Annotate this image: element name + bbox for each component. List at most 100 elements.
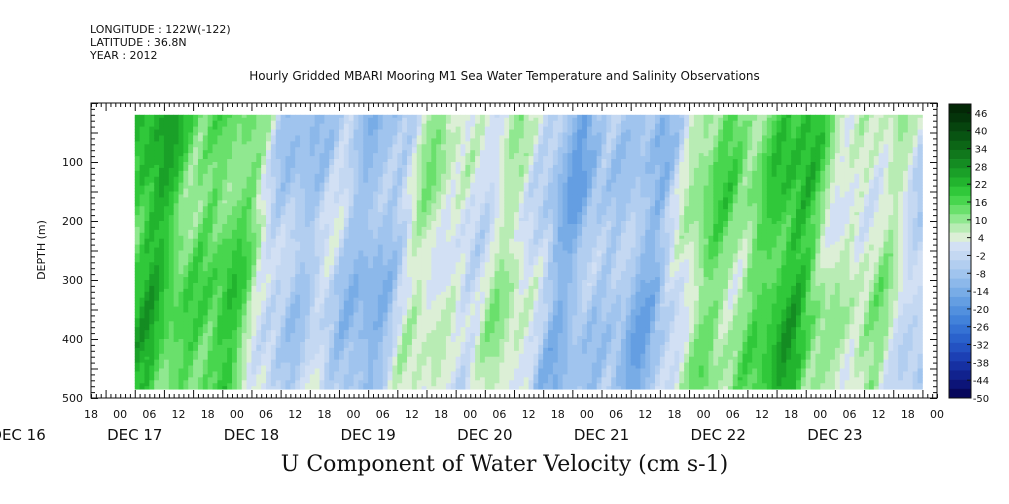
colorbar-swatch	[949, 149, 971, 160]
x-tick-label: 12	[172, 408, 186, 421]
x-tick-label: 00	[580, 408, 594, 421]
y-tick-label: 200	[62, 215, 83, 228]
colorbar-swatch	[949, 352, 971, 362]
colorbar-label: -8	[976, 269, 986, 280]
x-day-label: DEC 22	[691, 426, 746, 444]
x-tick-label: 00	[347, 408, 361, 421]
colorbar-label: -38	[973, 358, 989, 369]
x-tick-label: 06	[609, 408, 623, 421]
colorbar-swatch	[949, 140, 971, 151]
colorbar-swatch	[949, 260, 971, 270]
x-tick-label: 06	[726, 408, 740, 421]
x-day-label: DEC 17	[107, 426, 162, 444]
colorbar-label: 46	[975, 109, 988, 120]
chart-title: Hourly Gridded MBARI Mooring M1 Sea Wate…	[249, 69, 760, 83]
colorbar-label: -32	[973, 341, 989, 352]
latitude-label: LATITUDE : 36.8N	[90, 36, 187, 49]
x-tick-label: 18	[434, 408, 448, 421]
axes: 18 00 06 12 18 00 06 12 18 00 06 12 18 00 06 12 18 00 06 12…	[0, 102, 944, 444]
colorbar-swatch	[949, 168, 971, 178]
x-tick-label: 00	[113, 408, 127, 421]
x-tick-label: 00	[813, 408, 827, 421]
x-day-label: DEC 23	[807, 426, 862, 444]
x-tick-label: 12	[288, 408, 302, 421]
colorbar-swatch	[949, 333, 971, 344]
colorbar-label: 16	[975, 198, 988, 209]
x-tick-label: 12	[522, 408, 536, 421]
x-tick-label: 06	[259, 408, 273, 421]
colorbar-swatch	[949, 324, 971, 334]
colorbar-label: -20	[973, 305, 989, 316]
colorbar-label: 34	[975, 145, 988, 156]
colorbar-label: 40	[975, 127, 988, 138]
colorbar-swatch	[949, 296, 971, 307]
colorbar-swatch	[949, 122, 971, 132]
x-tick-label: 00	[697, 408, 711, 421]
colorbar-swatch	[949, 315, 971, 325]
colorbar-label: 28	[975, 162, 988, 173]
colorbar-swatch	[949, 342, 971, 353]
x-tick-label: 00	[463, 408, 477, 421]
colorbar-swatch	[949, 159, 971, 169]
x-tick-label: 18	[201, 408, 215, 421]
x-tick-label: 06	[492, 408, 506, 421]
colorbar-label: -14	[973, 287, 989, 298]
x-day-label: DEC 19	[340, 426, 395, 444]
colorbar: 46 40 34 28 22 16 10 4 -2 -8 -14 -20 -26 -32 -38 -44 -50	[948, 103, 989, 405]
colorbar-label: -2	[976, 251, 986, 262]
x-day-label: DEC 16	[0, 426, 46, 444]
x-tick-label: 12	[872, 408, 886, 421]
colorbar-label: -26	[973, 323, 989, 334]
longitude-label: LONGITUDE : 122W(-122)	[90, 23, 231, 36]
colorbar-swatch	[949, 177, 971, 187]
x-tick-label: 00	[930, 408, 944, 421]
y-tick-label: 500	[62, 392, 83, 405]
x-tick-label: 18	[784, 408, 798, 421]
colorbar-swatch	[949, 370, 971, 380]
x-day-label: DEC 18	[224, 426, 279, 444]
colorbar-swatch	[949, 205, 971, 215]
x-tick-label: 06	[376, 408, 390, 421]
colorbar-label: -50	[973, 394, 989, 405]
x-tick-label: 06	[142, 408, 156, 421]
x-tick-label: 18	[84, 408, 98, 421]
y-tick-label: 400	[62, 333, 83, 346]
y-tick-label: 300	[62, 274, 83, 287]
colorbar-swatch	[949, 214, 971, 224]
colorbar-swatch	[949, 241, 971, 252]
colorbar-swatch	[949, 278, 971, 289]
colorbar-swatch	[949, 131, 971, 142]
colorbar-swatch	[949, 113, 971, 123]
x-tick-label: 18	[901, 408, 915, 421]
x-tick-label: 18	[317, 408, 331, 421]
x-tick-label: 12	[405, 408, 419, 421]
colorbar-label: -44	[973, 376, 989, 387]
colorbar-swatch	[949, 361, 971, 371]
colorbar-swatch	[949, 186, 971, 197]
colorbar-swatch	[949, 287, 971, 298]
colorbar-swatch	[949, 388, 971, 399]
colorbar-swatch	[949, 223, 971, 233]
colorbar-swatch	[949, 269, 971, 279]
colorbar-swatch	[949, 379, 971, 390]
x-day-label: DEC 20	[457, 426, 512, 444]
y-axis-label: DEPTH (m)	[35, 220, 48, 280]
x-tick-label: 12	[755, 408, 769, 421]
x-tick-label: 18	[667, 408, 681, 421]
x-tick-label: 06	[842, 408, 856, 421]
y-tick-label: 100	[62, 156, 83, 169]
x-axis-label: U Component of Water Velocity (cm s-1)	[280, 452, 729, 477]
colorbar-swatch	[949, 104, 971, 114]
year-label: YEAR : 2012	[90, 49, 158, 62]
colorbar-label: 10	[975, 216, 988, 227]
colorbar-swatch	[949, 251, 971, 261]
colorbar-swatch	[949, 306, 971, 316]
colorbar-swatch	[949, 195, 971, 206]
colorbar-label: 22	[975, 180, 988, 191]
colorbar-label: 4	[978, 234, 984, 245]
colorbar-swatch	[949, 232, 971, 243]
x-tick-label: 00	[230, 408, 244, 421]
x-tick-label: 12	[638, 408, 652, 421]
